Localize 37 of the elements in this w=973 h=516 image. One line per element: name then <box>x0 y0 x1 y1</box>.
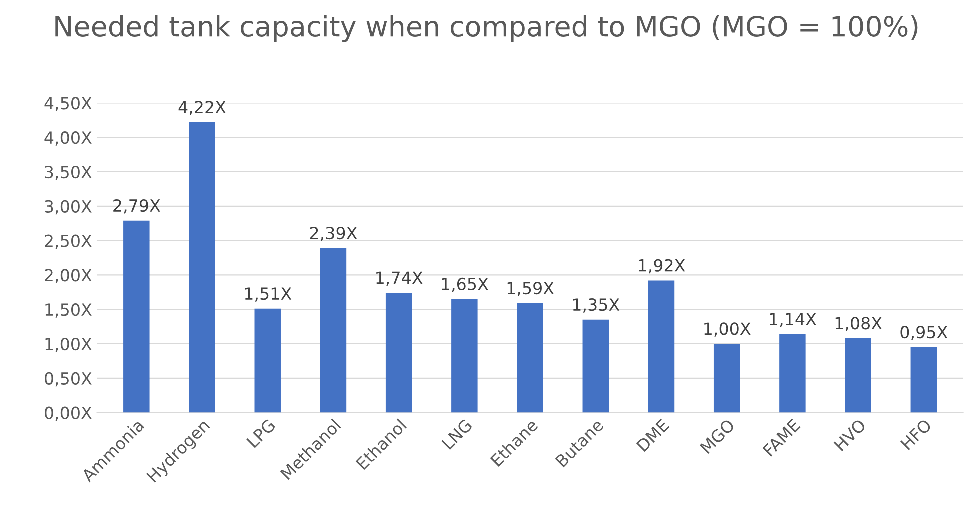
y-tick-label: 1,00X <box>46 338 92 352</box>
bar <box>386 293 412 413</box>
y-tick-label: 3,00X <box>45 200 92 215</box>
bar <box>254 308 281 413</box>
data-label: 1,59X <box>508 282 554 296</box>
data-label: 4,22X <box>178 101 226 116</box>
y-tick-label: 0,00X <box>45 406 92 422</box>
chart-title: Needed tank capacity when compared to MGO (MGO = 100%) <box>56 15 918 42</box>
bar <box>582 320 610 413</box>
bar <box>845 338 872 413</box>
bar <box>714 344 740 413</box>
data-label: 2,79X <box>114 199 160 214</box>
bar <box>124 220 150 413</box>
bar <box>648 280 675 413</box>
data-label: 0,95X <box>900 326 948 340</box>
y-tick-label: 2,00X <box>45 269 92 284</box>
data-label: 1,74X <box>376 272 423 286</box>
bar <box>517 303 544 413</box>
data-label: 2,39X <box>310 226 358 242</box>
bar <box>780 334 806 413</box>
data-label: 1,08X <box>836 317 882 332</box>
data-label: 1,51X <box>245 288 292 302</box>
data-label: 1,35X <box>573 298 620 313</box>
y-tick-label: 4,00X <box>44 132 92 146</box>
y-tick-label: 4,50X <box>44 97 92 112</box>
data-label: 1,00X <box>704 322 751 337</box>
y-tick-label: 0,50X <box>45 372 92 387</box>
bar <box>189 122 216 413</box>
data-label: 1,14X <box>770 313 816 328</box>
bar <box>910 347 938 413</box>
bar <box>320 248 347 413</box>
y-tick-label: 2,50X <box>45 234 92 250</box>
y-tick-label: 3,50X <box>45 166 92 180</box>
y-tick-label: 1,50X <box>46 304 92 318</box>
bar <box>452 299 478 413</box>
data-label: 1,92X <box>639 259 686 274</box>
data-label: 1,65X <box>442 278 488 292</box>
